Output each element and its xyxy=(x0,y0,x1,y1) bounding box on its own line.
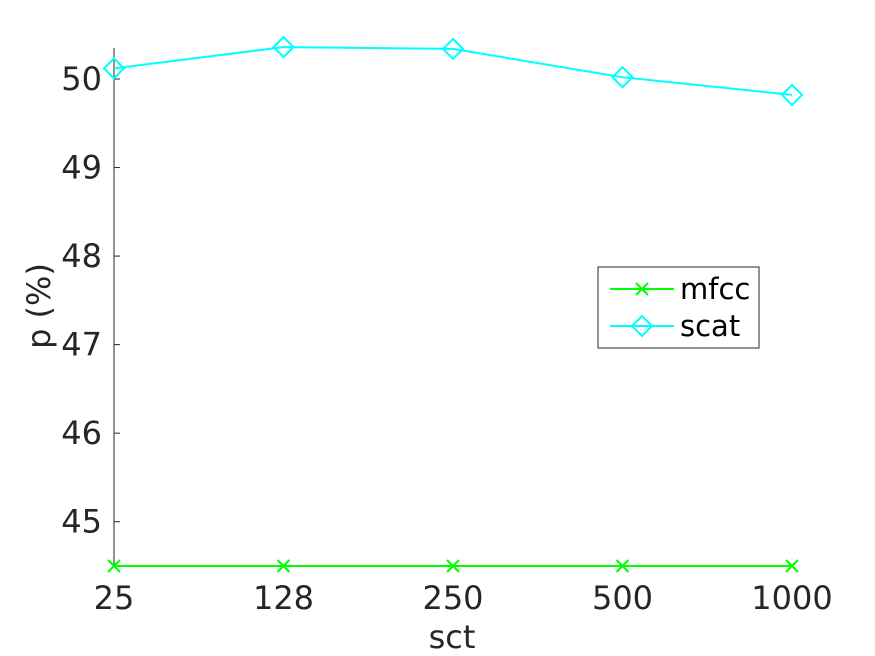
data-point-mfcc xyxy=(785,559,799,573)
legend-marker-scat xyxy=(630,314,654,338)
x-tick-label: 128 xyxy=(253,579,314,617)
x-tick-label: 1000 xyxy=(751,579,832,617)
x-marker-stroke xyxy=(276,559,291,573)
data-point-scat xyxy=(102,56,126,80)
plot-area xyxy=(102,35,804,573)
y-tick-label: 48 xyxy=(61,237,102,275)
x-marker-stroke xyxy=(107,559,121,573)
data-point-mfcc xyxy=(107,559,121,573)
legend-box xyxy=(597,266,760,349)
data-point-scat xyxy=(441,37,465,61)
legend-marker-mfcc xyxy=(635,282,649,296)
x-axis-label: sct xyxy=(429,618,476,656)
x-marker-stroke xyxy=(785,559,799,573)
y-tick-label: 49 xyxy=(61,149,102,187)
data-point-mfcc xyxy=(276,559,291,573)
series-line-scat xyxy=(113,46,793,96)
x-marker-stroke xyxy=(446,559,460,573)
x-tick-label: 250 xyxy=(422,579,483,617)
y-tick-label: 46 xyxy=(61,414,102,452)
legend-label-mfcc: mfcc xyxy=(680,272,750,306)
data-point-scat xyxy=(611,65,634,89)
x-tick-label: 500 xyxy=(592,579,653,617)
y-tick-label: 45 xyxy=(61,503,102,541)
data-point-scat xyxy=(272,35,295,59)
x-marker-stroke xyxy=(615,559,630,573)
y-axis-label: p (%) xyxy=(20,263,58,349)
x-marker-stroke xyxy=(635,282,649,296)
y-tick-label: 50 xyxy=(61,60,102,98)
y-tick-label: 47 xyxy=(61,326,102,364)
axes: 45 46 47 48 49 50 25 128 250 500 1000 xyxy=(61,48,833,617)
data-point-mfcc xyxy=(446,559,460,573)
data-point-scat xyxy=(780,83,804,107)
legend-label-scat: scat xyxy=(680,309,740,343)
data-point-mfcc xyxy=(615,559,630,573)
x-tick-label: 25 xyxy=(94,579,135,617)
